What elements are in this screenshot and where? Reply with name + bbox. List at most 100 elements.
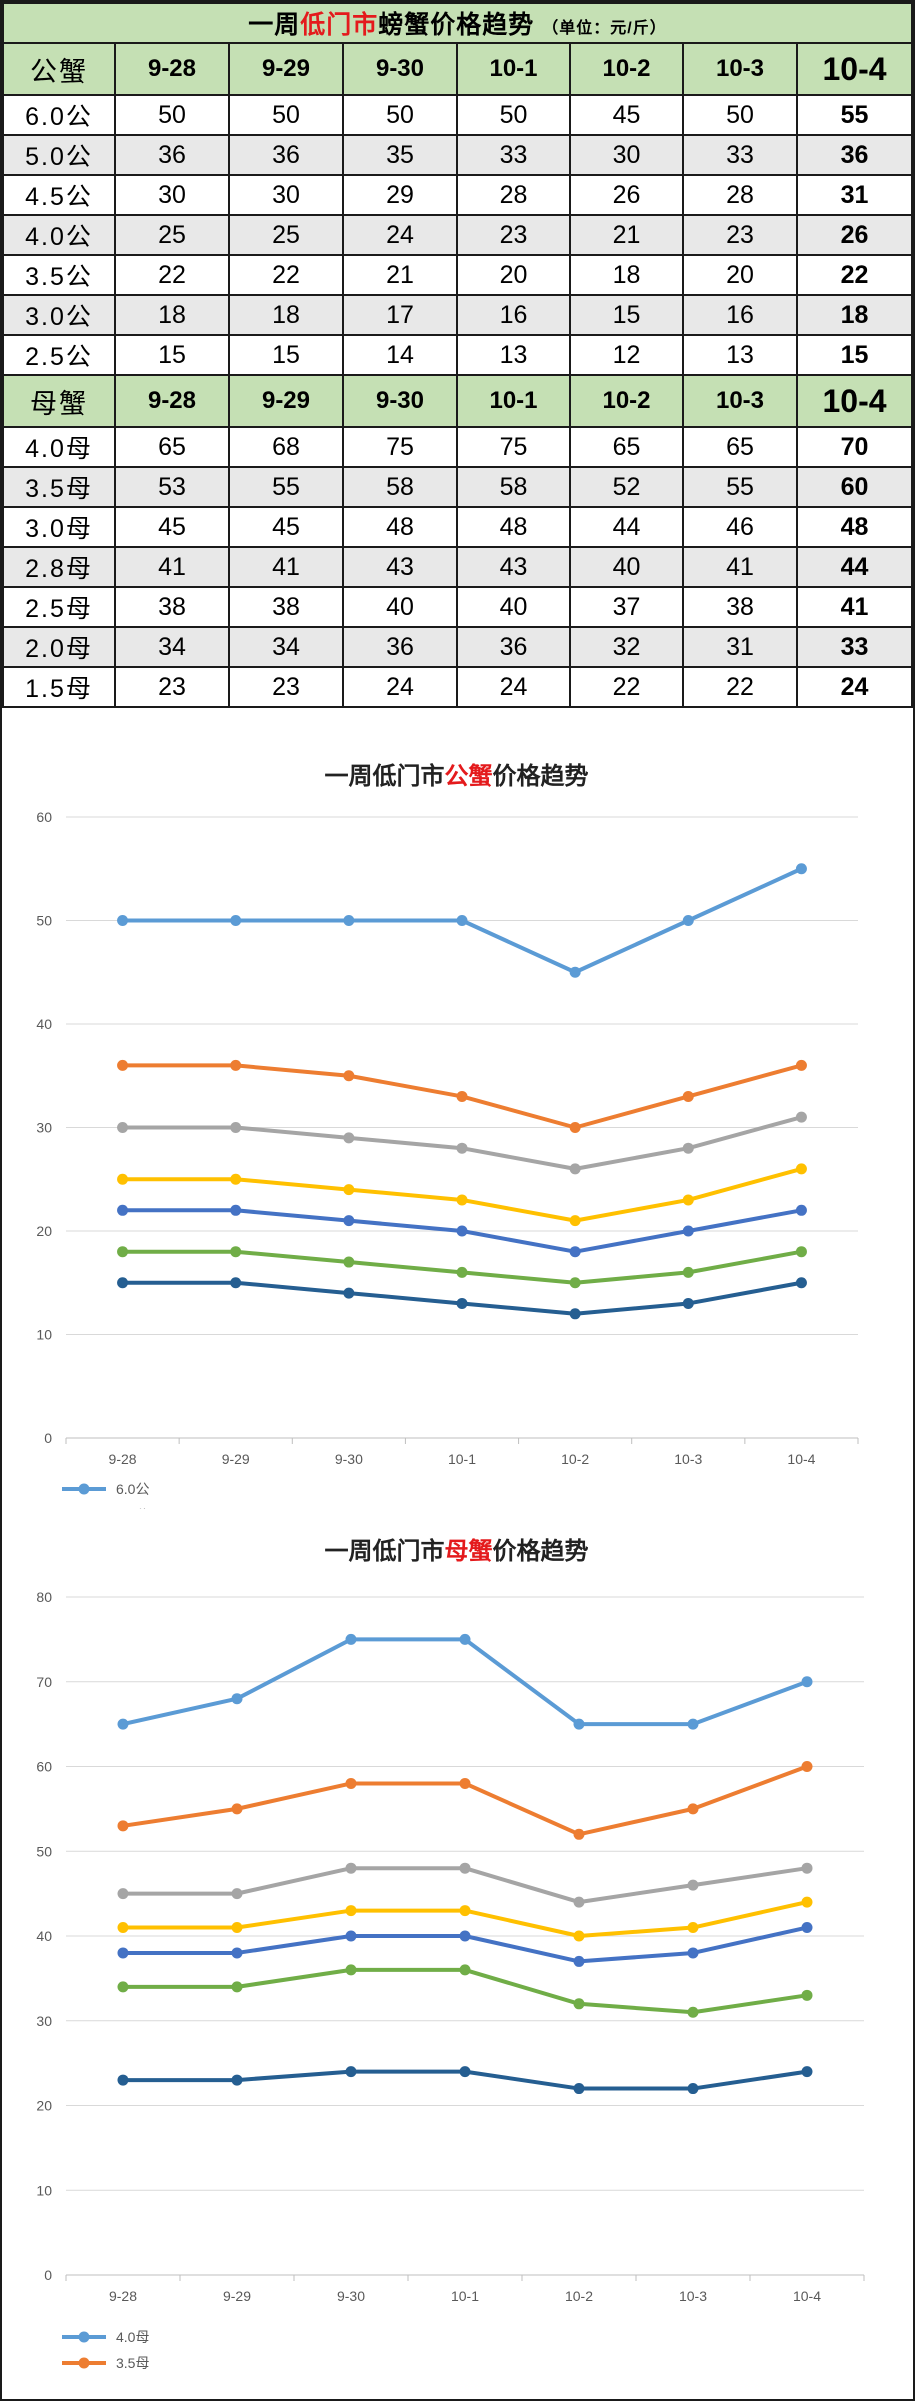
date-header-cell: 10-1 <box>456 374 571 428</box>
y-tick-label: 20 <box>36 1223 52 1239</box>
size-label-cell: 4.5公 <box>2 174 116 216</box>
price-cell: 15 <box>114 334 230 376</box>
data-point <box>117 1718 129 1730</box>
chart-title-suffix: 价格趋势 <box>493 1538 589 1565</box>
price-cell: 22 <box>796 254 913 296</box>
data-point <box>343 1287 355 1299</box>
data-point <box>456 1225 468 1237</box>
data-point <box>459 1930 471 1942</box>
data-point <box>801 1922 813 1934</box>
data-point <box>117 1059 129 1071</box>
price-cell: 24 <box>456 666 571 708</box>
price-cell: 45 <box>114 506 230 548</box>
price-table: 一周低门市螃蟹价格趋势 （单位：元/斤） 公蟹 9-28 9-29 9-30 10-1 10… <box>2 2 913 708</box>
y-tick-label: 80 <box>36 1589 52 1605</box>
male-table-row: 6.0公 50 50 50 50 45 50 55 <box>2 94 913 136</box>
chart-title-prefix: 一周低门市 <box>325 1537 445 1565</box>
y-tick-label: 10 <box>36 2182 52 2198</box>
price-cell: 38 <box>114 586 230 628</box>
price-cell: 40 <box>456 586 571 628</box>
chart-background <box>2 752 911 1517</box>
y-tick-label: 70 <box>36 1674 52 1690</box>
female-table-row: 3.5母 53 55 58 58 52 55 60 <box>2 466 913 508</box>
date-header-cell: 10-2 <box>569 374 684 428</box>
chart-title-highlight: 公蟹 <box>445 763 493 790</box>
price-cell: 34 <box>114 626 230 668</box>
price-cell: 60 <box>796 466 913 508</box>
price-cell: 65 <box>114 426 230 468</box>
price-cell: 28 <box>456 174 571 216</box>
price-cell: 23 <box>682 214 798 256</box>
data-point <box>687 1947 699 1959</box>
data-point <box>795 863 807 875</box>
price-cell: 46 <box>682 506 798 548</box>
price-cell: 41 <box>796 586 913 628</box>
y-tick-label: 50 <box>36 913 52 929</box>
date-header-cell: 9-28 <box>114 42 230 96</box>
data-point <box>345 1862 357 1874</box>
data-point <box>345 1777 357 1789</box>
price-cell: 24 <box>342 666 458 708</box>
data-point <box>801 1862 813 1874</box>
price-cell: 50 <box>228 94 344 136</box>
data-point <box>117 1173 129 1185</box>
chart-title-suffix: 价格趋势 <box>493 763 589 790</box>
price-cell: 15 <box>569 294 684 336</box>
data-point <box>343 1184 355 1196</box>
data-point <box>569 1246 581 1258</box>
y-tick-label: 30 <box>36 2013 52 2029</box>
price-cell: 48 <box>456 506 571 548</box>
data-point <box>345 1905 357 1917</box>
female-table-row: 2.5母 38 38 40 40 37 38 41 <box>2 586 913 628</box>
data-point <box>459 1777 471 1789</box>
price-cell: 30 <box>114 174 230 216</box>
data-point <box>573 1896 585 1908</box>
price-cell: 15 <box>228 334 344 376</box>
y-tick-label: 0 <box>44 1430 52 1446</box>
data-point <box>231 1981 243 1993</box>
price-cell: 36 <box>228 134 344 176</box>
price-cell: 55 <box>228 466 344 508</box>
x-tick-label: 10-1 <box>448 1451 476 1467</box>
male-table-row: 5.0公 36 36 35 33 30 33 36 <box>2 134 913 176</box>
price-cell: 55 <box>682 466 798 508</box>
price-cell: 36 <box>114 134 230 176</box>
data-point <box>456 1194 468 1206</box>
price-cell: 16 <box>682 294 798 336</box>
price-cell: 41 <box>114 546 230 588</box>
data-point <box>687 1718 699 1730</box>
price-cell: 25 <box>114 214 230 256</box>
date-header-cell: 10-3 <box>682 374 798 428</box>
date-header-cell: 9-29 <box>228 42 344 96</box>
female-table-row: 2.8母 41 41 43 43 40 41 44 <box>2 546 913 588</box>
price-cell: 33 <box>796 626 913 668</box>
data-point <box>682 1194 694 1206</box>
price-cell: 23 <box>456 214 571 256</box>
price-cell: 65 <box>682 426 798 468</box>
chart-background <box>2 1519 911 2397</box>
size-label-cell: 4.0母 <box>2 426 116 468</box>
date-header-cell: 9-30 <box>342 42 458 96</box>
data-point <box>687 2006 699 2018</box>
price-cell: 22 <box>114 254 230 296</box>
data-point <box>795 1277 807 1289</box>
data-point <box>456 1297 468 1309</box>
data-point <box>230 1204 242 1216</box>
price-cell: 30 <box>228 174 344 216</box>
price-cell: 45 <box>228 506 344 548</box>
price-cell: 34 <box>228 626 344 668</box>
data-point <box>117 1820 129 1832</box>
price-cell: 13 <box>456 334 571 376</box>
date-header-cell: 10-4 <box>796 42 913 96</box>
date-header-cell: 10-4 <box>796 374 913 428</box>
chart-title: 一周低门市母蟹价格趋势 <box>325 1537 589 1565</box>
data-point <box>456 1266 468 1278</box>
x-tick-label: 10-3 <box>679 2288 707 2304</box>
price-cell: 28 <box>682 174 798 216</box>
date-header-cell: 9-29 <box>228 374 344 428</box>
price-cell: 23 <box>114 666 230 708</box>
price-cell: 21 <box>342 254 458 296</box>
size-label-cell: 2.5公 <box>2 334 116 376</box>
price-cell: 70 <box>796 426 913 468</box>
data-point <box>682 915 694 926</box>
